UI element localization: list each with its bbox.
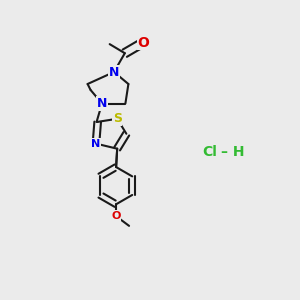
Text: O: O: [137, 36, 149, 50]
Text: – H: – H: [221, 145, 244, 158]
Text: Cl: Cl: [202, 145, 217, 158]
Text: N: N: [97, 97, 107, 110]
Text: N: N: [109, 65, 119, 79]
Text: N: N: [91, 139, 101, 148]
Text: S: S: [113, 112, 122, 125]
Text: O: O: [111, 211, 121, 221]
